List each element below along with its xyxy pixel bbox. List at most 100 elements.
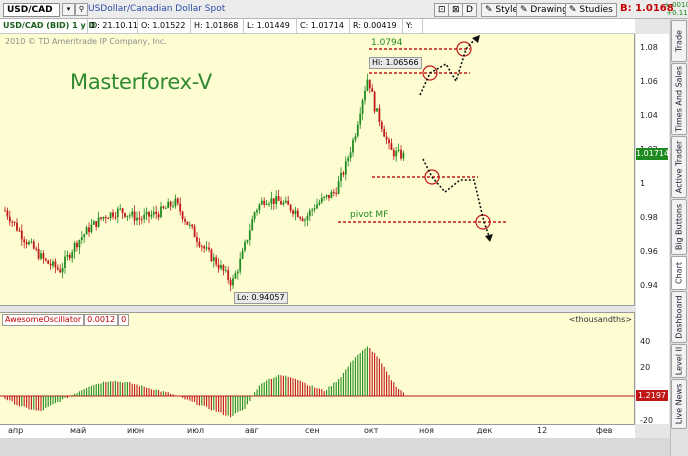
price-chart-panel[interactable]	[0, 34, 635, 306]
symbol-input[interactable]: USD/CAD	[3, 3, 60, 17]
candle-body	[13, 221, 16, 223]
tab-times-and-sales[interactable]: Times And Sales	[671, 63, 687, 135]
candle-body	[148, 211, 150, 217]
candle-body	[16, 222, 18, 231]
candle-body	[320, 197, 323, 203]
time-tick: фев	[596, 426, 613, 435]
candle-body	[92, 221, 95, 225]
tab-live-news[interactable]: Live News	[671, 379, 687, 429]
candle-body	[18, 230, 21, 232]
tab-trade[interactable]: Trade	[671, 20, 687, 62]
time-tick: апр	[8, 426, 24, 435]
style-button[interactable]: ✎ Style	[481, 3, 523, 17]
candle-body	[268, 203, 270, 205]
candle-body	[128, 215, 131, 217]
candle-body	[30, 241, 33, 243]
bottom-bar	[0, 438, 670, 456]
candle-body	[196, 237, 198, 242]
period-button[interactable]: D	[462, 3, 477, 17]
candle-body	[121, 208, 124, 214]
candle-body	[280, 200, 282, 205]
drawings-button[interactable]: ✎ Drawings	[516, 3, 577, 17]
candle-body	[203, 246, 206, 249]
candle-body	[275, 196, 278, 204]
pivot-label: pivot MF	[350, 210, 389, 220]
candle-body	[83, 234, 86, 238]
candle-body	[133, 211, 136, 221]
tab-dashboard[interactable]: Dashboard	[671, 291, 687, 343]
candle-body	[11, 221, 14, 223]
candle-body	[248, 230, 251, 240]
bid-price-label: B: 1.0168	[620, 3, 674, 14]
candle-body	[155, 211, 158, 215]
candle-body	[265, 204, 268, 206]
candle-body	[241, 250, 244, 259]
candle-body	[73, 242, 76, 253]
candle-body	[162, 206, 165, 209]
candle-body	[330, 191, 333, 199]
link-icon[interactable]: ⚲	[75, 3, 88, 16]
candle-body	[145, 211, 148, 215]
candle-body	[143, 214, 146, 220]
candle-body	[390, 143, 393, 150]
tab-chart[interactable]: Chart	[671, 256, 687, 290]
info-range: R: 0.00419	[350, 19, 403, 34]
style-icon: ✎	[485, 5, 493, 15]
time-tick: май	[70, 426, 87, 435]
price-tick: 1.04	[640, 111, 658, 120]
candle-body	[174, 198, 177, 207]
candle-body	[88, 227, 90, 233]
osc-tick: 40	[640, 337, 651, 346]
candle-body	[292, 210, 294, 214]
candle-body	[78, 240, 81, 248]
symbol-value: USD/CAD	[7, 5, 53, 15]
candle-body	[95, 221, 98, 227]
tab-active-trader[interactable]: Active Trader	[671, 136, 687, 198]
candle-body	[272, 198, 275, 204]
candle-body	[224, 270, 227, 272]
candle-body	[229, 279, 232, 286]
osc-tick: -20	[640, 416, 654, 425]
candle-body	[220, 265, 222, 269]
target-circle-2	[422, 65, 438, 81]
candle-body	[260, 200, 263, 205]
candle-body	[28, 242, 30, 245]
candle-body	[160, 206, 162, 218]
oscillator-panel[interactable]	[0, 312, 635, 424]
candle-body	[4, 210, 6, 212]
candle-body	[364, 90, 366, 101]
candle-body	[354, 136, 357, 140]
price-tick: 0.96	[640, 247, 658, 256]
price-axis	[636, 34, 669, 424]
candle-body	[176, 198, 179, 204]
copyright-text: 2010 © TD Ameritrade IP Company, Inc.	[5, 37, 167, 46]
candle-body	[244, 241, 246, 251]
candle-body	[85, 227, 88, 235]
candle-body	[47, 260, 50, 264]
studies-button[interactable]: ✎ Studies	[565, 3, 617, 17]
tab-level-ii[interactable]: Level II	[671, 344, 687, 378]
candle-body	[131, 211, 134, 216]
candle-body	[380, 121, 383, 129]
price-tick: 0.98	[640, 213, 658, 222]
candle-body	[282, 202, 285, 205]
candle-body	[109, 212, 112, 219]
candle-body	[102, 216, 105, 219]
symbol-dropdown-button[interactable]: ▾	[62, 3, 75, 16]
studies-icon: ✎	[569, 5, 577, 15]
candle-body	[359, 113, 362, 125]
candle-body	[150, 214, 153, 217]
candle-body	[388, 139, 390, 144]
candle-body	[169, 201, 172, 207]
print-icon-button[interactable]: ⊠	[448, 3, 464, 17]
oscillator-name[interactable]: AwesomeOscillator	[2, 314, 85, 326]
candle-body	[35, 248, 38, 250]
candle-body	[136, 217, 138, 221]
candle-body	[71, 252, 74, 259]
oscillator-current-marker: 1.2197	[636, 390, 668, 401]
candle-body	[270, 198, 273, 204]
candle-body	[385, 136, 388, 140]
time-tick: июн	[127, 426, 145, 435]
tab-big-buttons[interactable]: Big Buttons	[671, 199, 687, 255]
candle-body	[236, 271, 239, 274]
